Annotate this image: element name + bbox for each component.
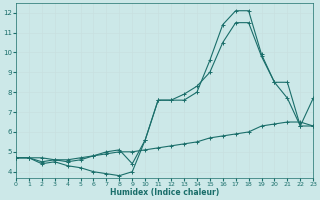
X-axis label: Humidex (Indice chaleur): Humidex (Indice chaleur) [110,188,219,197]
